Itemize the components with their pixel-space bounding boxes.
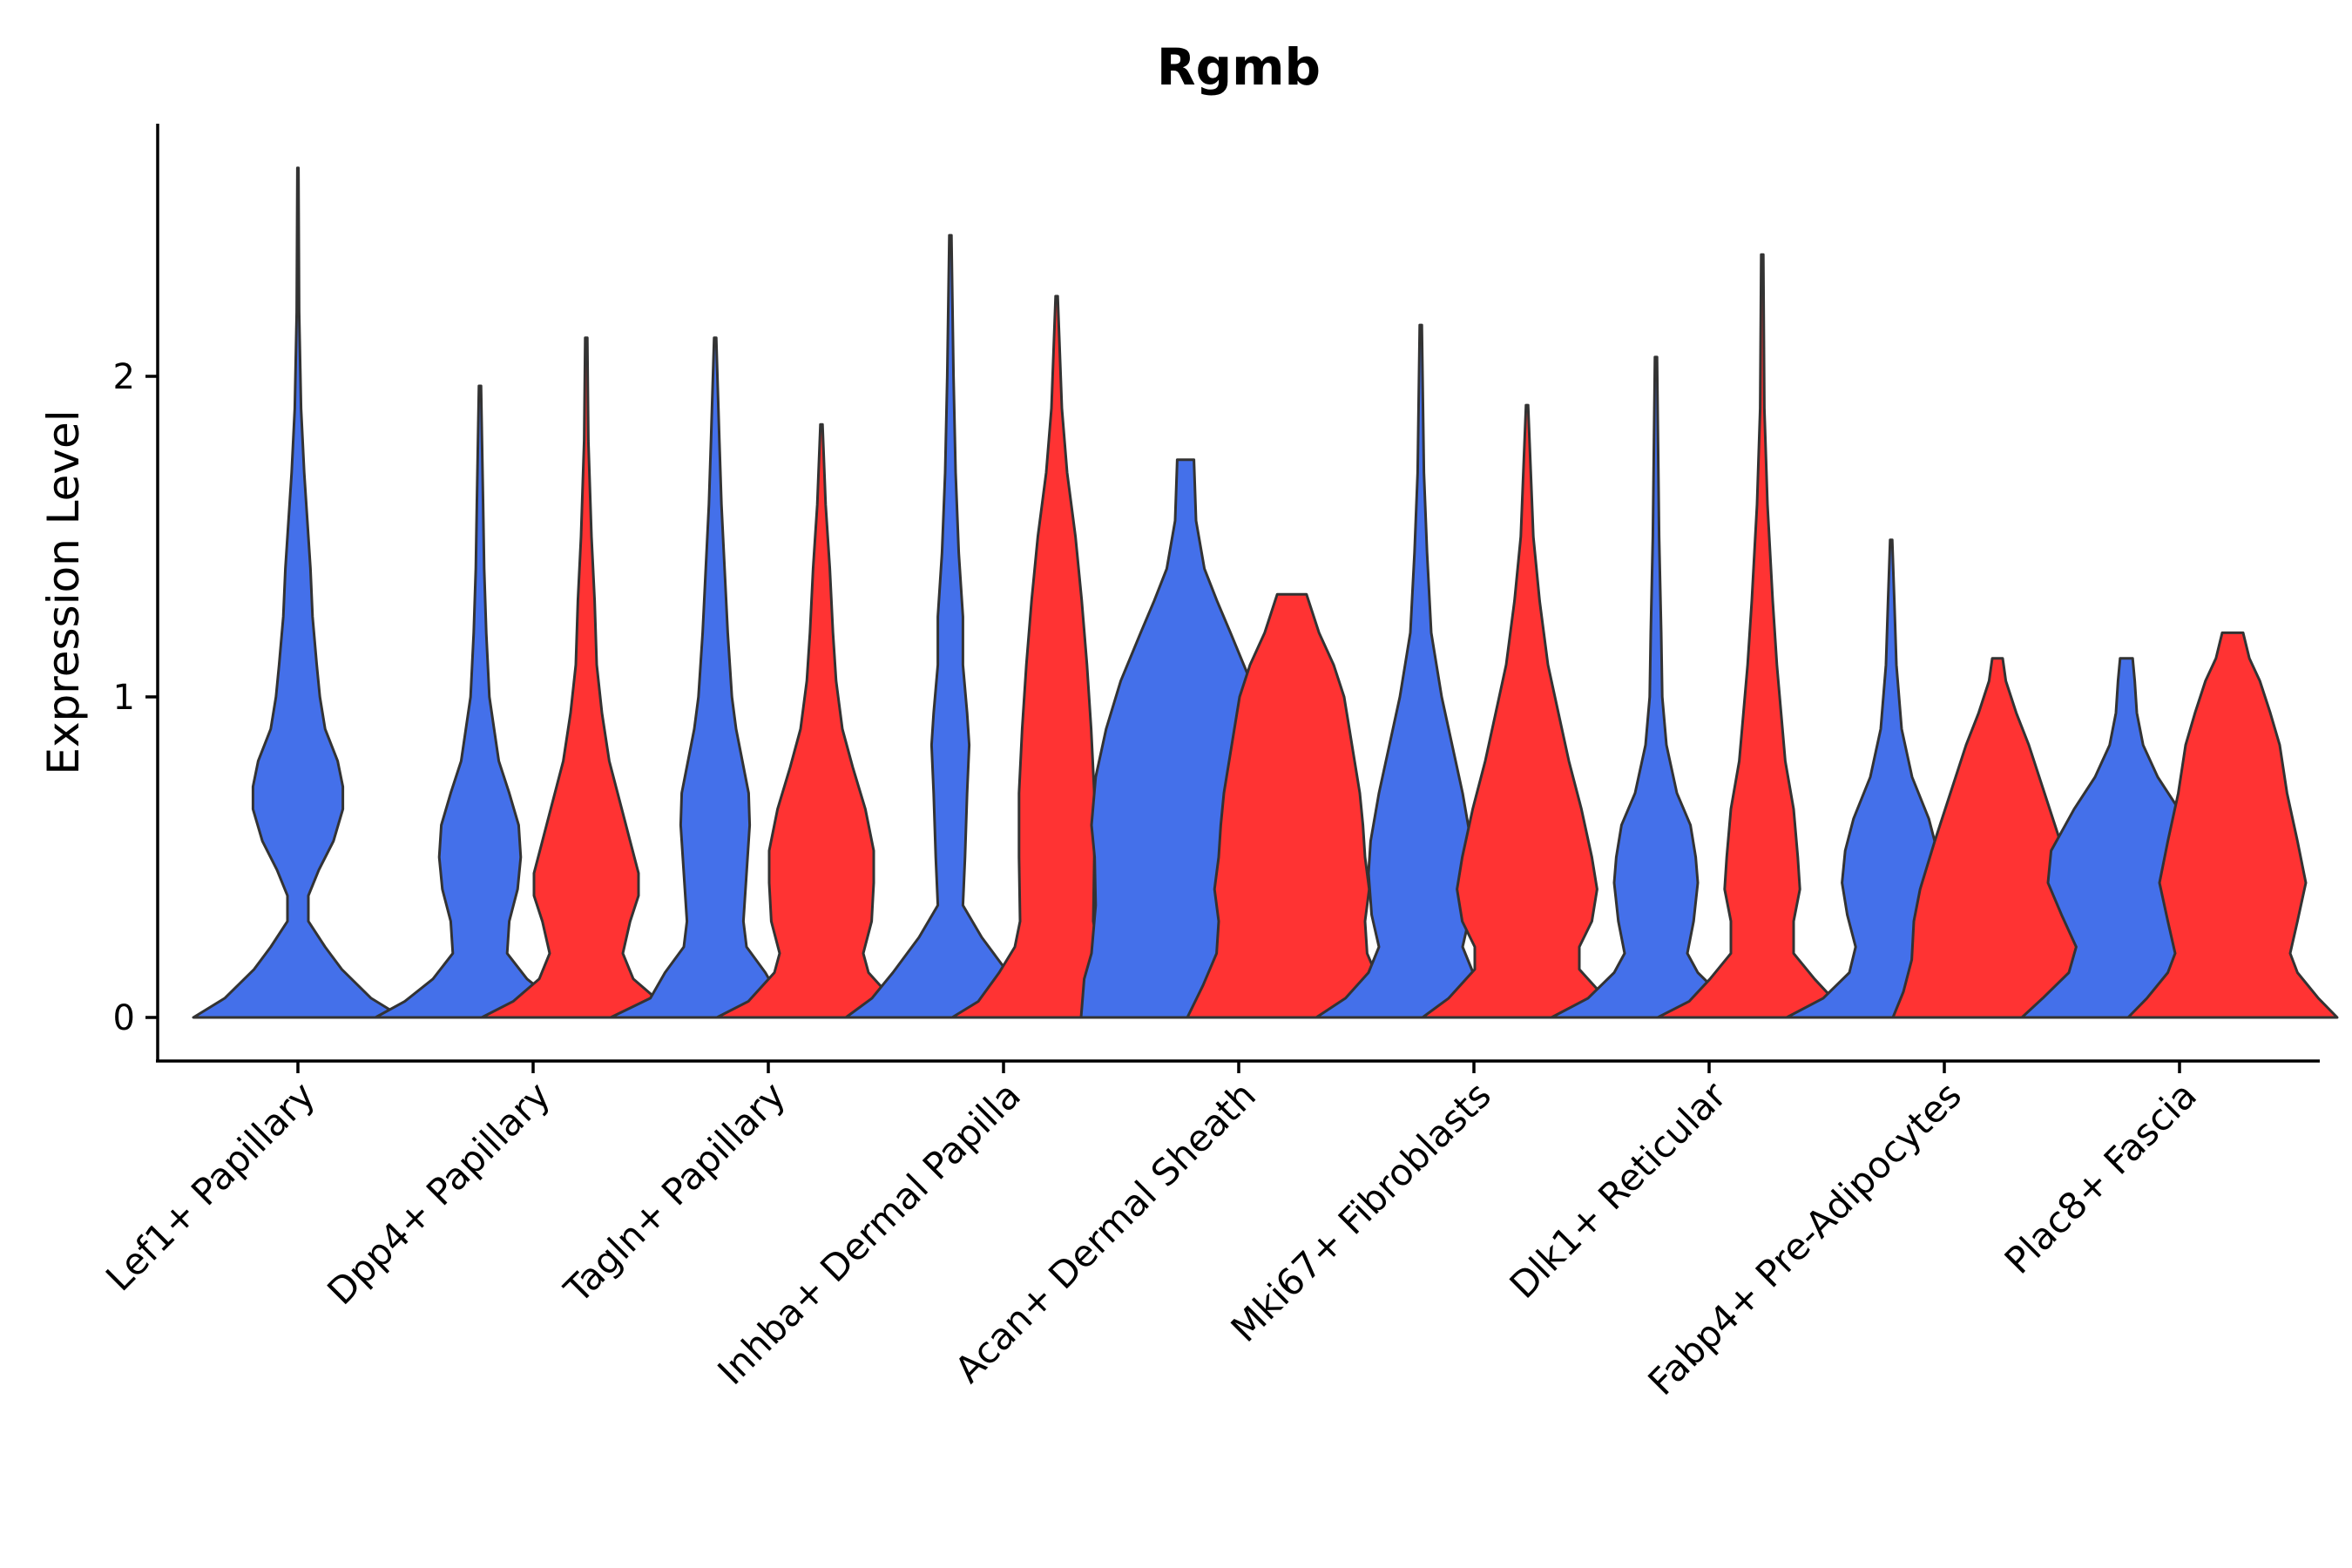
chart-title: Rgmb (1157, 37, 1321, 97)
violin-red (1656, 253, 1869, 1019)
violin-blue (192, 166, 404, 1019)
y-axis-label: Expression Level (38, 409, 89, 774)
violin-red (1421, 403, 1633, 1019)
y-tick-label: 0 (113, 998, 135, 1038)
y-tick-label: 2 (113, 357, 135, 397)
violin-red (2126, 631, 2339, 1019)
violin-blue (609, 336, 821, 1019)
y-axis-ticks: 0 1 2 (113, 357, 158, 1038)
violin-red (715, 422, 928, 1019)
x-tick-label: Tagln+ Papillary (556, 1073, 794, 1311)
violin-blue (844, 233, 1057, 1019)
violin-blue (374, 384, 586, 1019)
x-tick-label: Dlk1+ Reticular (1502, 1073, 1735, 1307)
violin-layer (192, 166, 2339, 1019)
violin-red (1186, 592, 1398, 1019)
x-tick-label: Mki67+ Fibroblasts (1223, 1073, 1499, 1349)
violin-red (480, 336, 693, 1019)
y-tick-label: 1 (113, 678, 135, 718)
violin-blue (1550, 355, 1762, 1019)
x-tick-label: Lef1+ Papillary (98, 1073, 323, 1299)
x-tick-label: Plac8+ Fascia (1997, 1073, 2205, 1281)
x-tick-label: Dpp4+ Papillary (319, 1073, 558, 1313)
